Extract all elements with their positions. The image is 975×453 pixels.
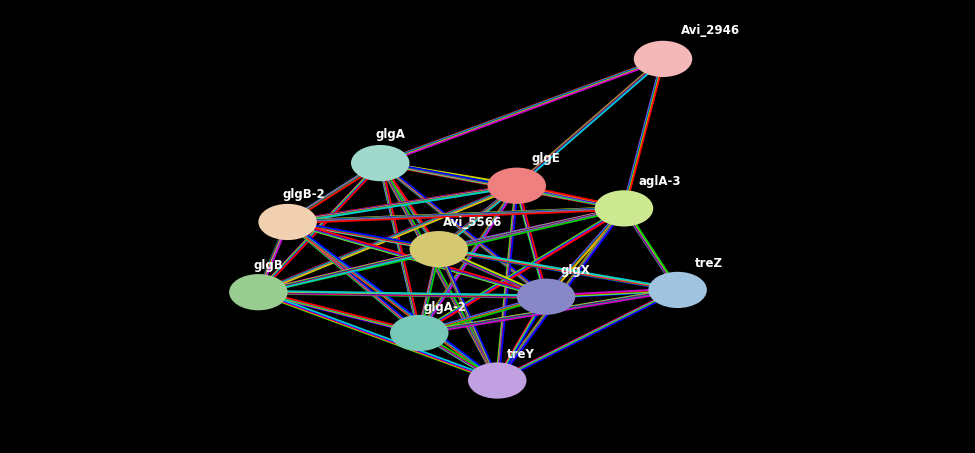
Text: glgA-2: glgA-2 — [423, 301, 466, 314]
Ellipse shape — [595, 190, 653, 226]
Ellipse shape — [488, 168, 546, 204]
Ellipse shape — [648, 272, 707, 308]
Text: glgA: glgA — [375, 128, 406, 141]
Text: Avi_2946: Avi_2946 — [681, 24, 740, 37]
Ellipse shape — [410, 231, 468, 267]
Text: glgE: glgE — [531, 152, 560, 165]
Ellipse shape — [634, 41, 692, 77]
Text: treY: treY — [507, 348, 535, 361]
Ellipse shape — [468, 362, 526, 399]
Ellipse shape — [517, 279, 575, 315]
Text: glgB-2: glgB-2 — [283, 188, 326, 201]
Text: Avi_5566: Avi_5566 — [443, 216, 502, 229]
Text: glgB: glgB — [254, 259, 284, 272]
Ellipse shape — [229, 274, 288, 310]
Ellipse shape — [390, 315, 448, 351]
Text: glgX: glgX — [561, 264, 591, 277]
Ellipse shape — [351, 145, 410, 181]
Text: treZ: treZ — [695, 257, 723, 270]
Text: aglA-3: aglA-3 — [639, 174, 682, 188]
Ellipse shape — [258, 204, 317, 240]
